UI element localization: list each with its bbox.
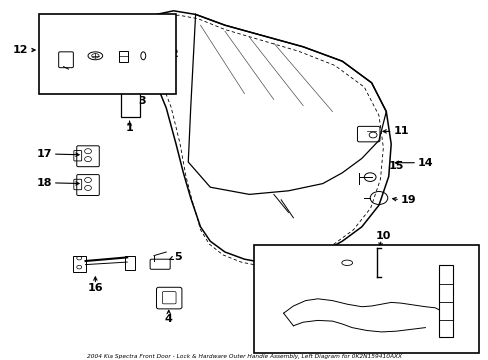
Text: 8: 8	[465, 269, 472, 279]
Text: 1: 1	[125, 123, 133, 133]
Text: 13: 13	[73, 20, 88, 30]
Text: 4: 4	[164, 314, 172, 324]
Text: 2004 Kia Spectra Front Door - Lock & Hardware Outer Handle Assembly, Left Diagra: 2004 Kia Spectra Front Door - Lock & Har…	[87, 354, 401, 359]
Bar	[73, 256, 85, 272]
Text: 17: 17	[36, 149, 52, 159]
Text: 9: 9	[396, 333, 404, 343]
Bar	[119, 51, 127, 62]
Text: 14: 14	[417, 158, 432, 168]
Text: 5: 5	[174, 252, 182, 262]
Bar	[121, 86, 140, 117]
Bar	[438, 265, 452, 337]
Text: 11: 11	[392, 126, 408, 136]
Bar	[39, 14, 176, 94]
Text: 12: 12	[13, 45, 28, 55]
Bar	[124, 256, 135, 270]
Text: 3: 3	[138, 96, 145, 106]
Text: 15: 15	[387, 161, 403, 171]
Text: 19: 19	[400, 195, 415, 205]
Text: 18: 18	[36, 178, 52, 188]
Text: 7: 7	[435, 341, 443, 351]
Bar	[254, 245, 478, 353]
Text: 2: 2	[169, 49, 177, 59]
Text: 16: 16	[87, 283, 103, 293]
Text: 10: 10	[375, 231, 391, 241]
